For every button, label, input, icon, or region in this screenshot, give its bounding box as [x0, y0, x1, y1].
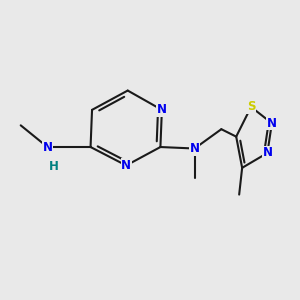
Text: N: N	[267, 117, 277, 130]
Text: S: S	[247, 100, 255, 113]
Text: N: N	[157, 103, 167, 116]
Text: N: N	[190, 142, 200, 155]
Text: N: N	[121, 159, 131, 172]
Text: H: H	[49, 160, 58, 173]
Text: N: N	[262, 146, 272, 160]
Text: N: N	[43, 140, 52, 154]
